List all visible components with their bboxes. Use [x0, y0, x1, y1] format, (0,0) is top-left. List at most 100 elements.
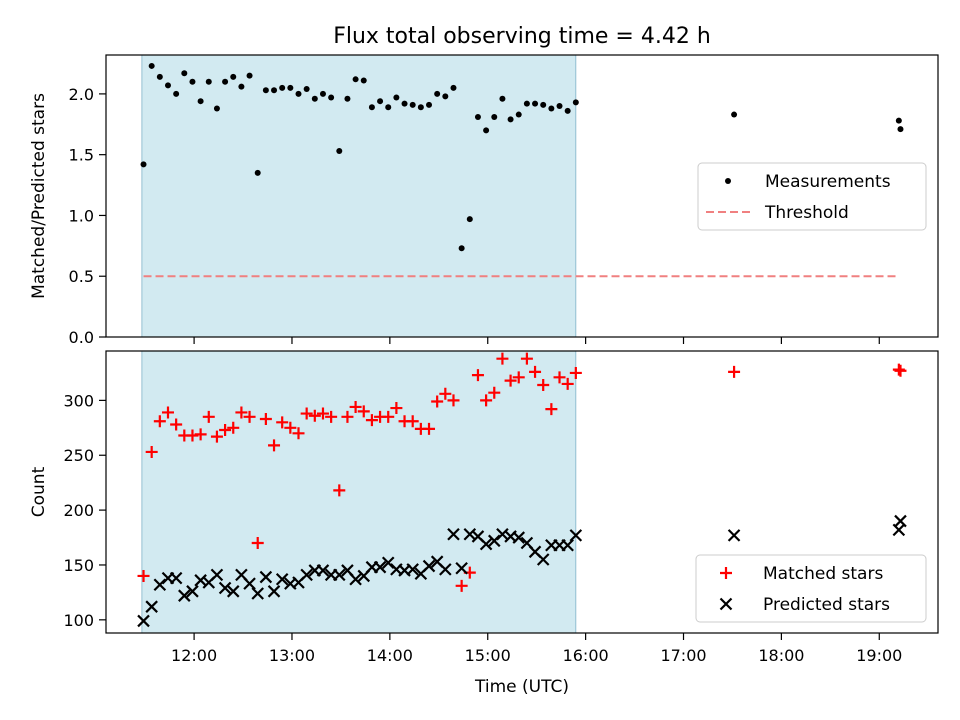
data-point	[161, 406, 174, 419]
data-point	[303, 86, 310, 93]
data-point	[458, 245, 465, 252]
data-point	[439, 563, 452, 576]
data-point	[197, 98, 204, 105]
data-point	[295, 90, 302, 97]
y-axis-label: Count	[29, 466, 49, 517]
data-point	[455, 579, 468, 592]
y-tick-label: 300	[63, 391, 94, 410]
data-point	[529, 365, 542, 378]
data-point	[434, 90, 441, 97]
data-point	[488, 386, 501, 399]
data-point	[417, 104, 424, 111]
data-point	[178, 589, 191, 602]
top-panel: 0.0 0.5 1.0 1.5 2.0 Matched/Predicted stars Me…	[29, 54, 939, 347]
data-point	[532, 100, 539, 107]
data-point	[268, 439, 281, 452]
data-point	[439, 387, 452, 400]
axes-frame	[105, 54, 939, 338]
data-point	[556, 103, 563, 110]
data-point	[523, 100, 530, 107]
data-point	[137, 614, 150, 628]
data-point	[471, 369, 484, 382]
data-point	[344, 95, 351, 102]
legend-marker	[720, 567, 732, 579]
legend-label: Predicted stars	[763, 595, 890, 615]
data-point	[512, 371, 525, 384]
data-point	[480, 394, 493, 407]
data-point	[515, 111, 522, 118]
data-point	[227, 421, 240, 434]
x-tick-label: 16:00	[563, 646, 609, 665]
data-point	[213, 105, 220, 112]
series-matched-stars	[137, 352, 907, 592]
data-point	[170, 418, 183, 431]
data-point	[219, 424, 232, 437]
x-tick-label: 13:00	[269, 646, 315, 665]
legend-box	[697, 162, 927, 231]
data-point	[512, 531, 526, 544]
x-tick-label: 18:00	[758, 646, 804, 665]
legend-marker	[719, 597, 733, 611]
data-point	[210, 430, 223, 443]
data-point	[479, 537, 493, 551]
data-point	[455, 561, 468, 575]
data-point	[279, 84, 286, 91]
data-point	[450, 84, 457, 91]
data-point	[292, 427, 305, 440]
data-point	[186, 585, 199, 598]
data-point	[328, 94, 335, 101]
data-point	[275, 572, 289, 586]
data-point	[148, 62, 155, 69]
data-point	[325, 410, 338, 423]
data-point	[271, 87, 278, 94]
data-point	[169, 571, 183, 585]
data-point	[548, 105, 555, 112]
axes-frame	[105, 350, 939, 634]
data-point	[447, 527, 460, 541]
y-tick-label: 2.0	[69, 85, 94, 104]
data-point	[897, 126, 904, 133]
data-point	[238, 83, 245, 90]
data-point	[243, 577, 256, 590]
shaded-interval	[141, 350, 577, 634]
data-point	[145, 445, 158, 458]
x-tick-label: 14:00	[367, 646, 413, 665]
data-point	[895, 117, 902, 124]
data-point	[504, 374, 517, 387]
data-point	[545, 403, 558, 416]
data-point	[226, 585, 240, 598]
data-point	[145, 600, 158, 613]
data-point	[728, 365, 741, 378]
series-predicted-stars	[137, 514, 907, 628]
legend-label: Threshold	[764, 203, 849, 223]
data-point	[349, 400, 362, 413]
data-point	[181, 70, 188, 77]
data-point	[316, 407, 329, 420]
data-point	[230, 73, 237, 80]
data-point	[409, 101, 416, 108]
x-tick-label: 19:00	[856, 646, 902, 665]
data-point	[474, 113, 481, 120]
plot-area	[140, 62, 904, 278]
data-point	[308, 409, 321, 422]
series-measurements	[140, 62, 904, 252]
data-point	[572, 99, 579, 106]
data-point	[300, 407, 313, 420]
data-point	[333, 484, 346, 497]
data-point	[205, 78, 212, 85]
data-point	[287, 84, 294, 91]
data-point	[333, 568, 346, 582]
data-point	[336, 148, 343, 155]
data-point	[537, 379, 550, 392]
y-tick-label: 250	[63, 446, 94, 465]
data-point	[319, 90, 326, 97]
data-point	[442, 93, 449, 100]
data-point	[377, 98, 384, 105]
data-point	[218, 581, 232, 595]
data-point	[222, 78, 229, 85]
data-point	[381, 556, 395, 570]
data-point	[569, 529, 583, 542]
data-point	[393, 94, 400, 101]
legend-box	[695, 554, 927, 623]
data-point	[401, 100, 408, 107]
